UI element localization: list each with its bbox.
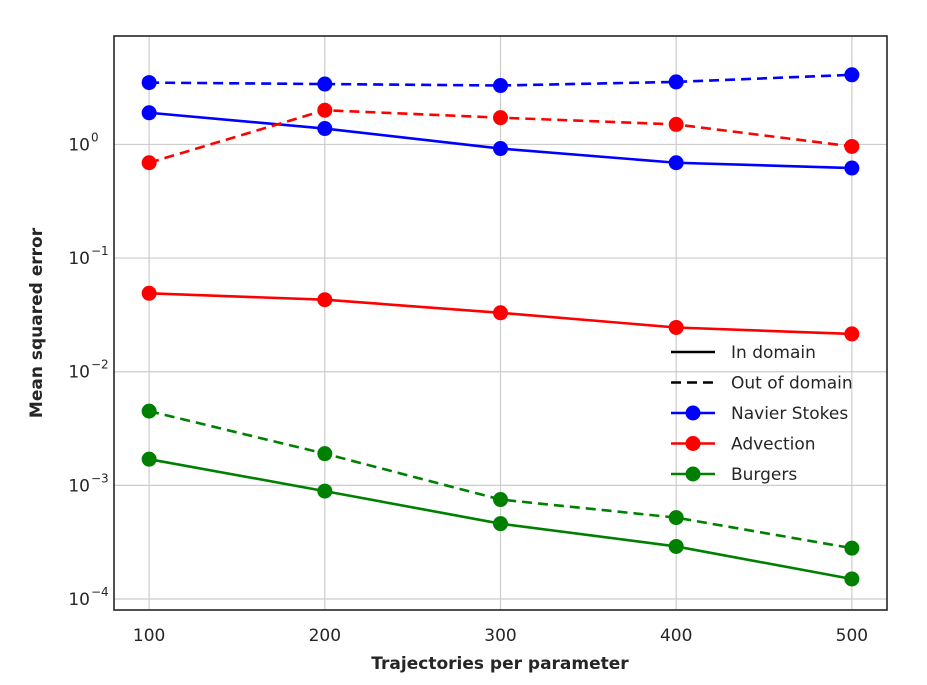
burgers-out-of-domain-point: [317, 446, 333, 462]
navier-stokes-in-domain-point: [317, 121, 333, 137]
advection-out-of-domain-point: [493, 110, 508, 126]
burgers-out-of-domain-point: [844, 540, 860, 556]
legend-burgers-marker: [685, 466, 701, 482]
legend: In domain Out of domain Navier Stokes Advec…: [671, 343, 853, 485]
navier-stokes-in-domain-point: [668, 155, 684, 171]
y-tick-label-base: 10: [68, 476, 90, 496]
legend-burgers-label: Burgers: [731, 465, 797, 485]
y-tick-label-base: 10: [68, 135, 90, 155]
burgers-out-of-domain-point: [668, 510, 684, 526]
advection-in-domain-point: [844, 326, 860, 342]
x-tick-label: 300: [484, 626, 516, 646]
navier-stokes-out-of-domain-point: [493, 78, 508, 94]
y-tick-label-exponent: −3: [91, 471, 109, 485]
navier-stokes-out-of-domain-line: [149, 73, 852, 87]
y-tick-label-exponent: −1: [91, 244, 109, 258]
navier-stokes-out-of-domain-point: [668, 74, 684, 90]
x-axis-label: Trajectories per parameter: [371, 654, 629, 674]
y-axis-label: Mean squared error: [27, 227, 47, 418]
burgers-out-of-domain-point: [493, 492, 508, 508]
legend-in-domain-label: In domain: [731, 343, 816, 363]
legend-out-of-domain-label: Out of domain: [731, 374, 853, 394]
legend-advection-label: Advection: [731, 435, 816, 455]
advection-in-domain-point: [668, 319, 684, 335]
y-tick-label-base: 10: [68, 249, 90, 269]
x-tick-label: 100: [133, 626, 165, 646]
y-tick-label-base: 10: [68, 590, 90, 610]
burgers-in-domain-point: [668, 538, 684, 554]
navier-stokes-in-domain-point: [844, 160, 860, 176]
y-tick-label-exponent: −4: [91, 585, 109, 599]
x-tick-label: 200: [309, 626, 341, 646]
advection-out-of-domain-point: [141, 155, 157, 171]
advection-out-of-domain-point: [844, 138, 860, 154]
legend-navier-stokes-marker: [685, 405, 701, 421]
burgers-out-of-domain-line: [148, 409, 853, 550]
legend-navier-stokes-label: Navier Stokes: [731, 404, 848, 424]
advection-in-domain-point: [141, 285, 157, 301]
advection-in-domain-point: [317, 292, 333, 308]
burgers-in-domain-point: [317, 483, 333, 499]
x-tick-label: 500: [836, 626, 868, 646]
navier-stokes-in-domain-point: [493, 141, 508, 157]
advection-out-of-domain-point: [317, 102, 333, 118]
navier-stokes-out-of-domain-point: [844, 67, 860, 83]
legend-advection-marker: [685, 436, 701, 451]
advection-out-of-domain-point: [668, 116, 684, 132]
burgers-in-domain-point: [844, 571, 860, 587]
burgers-out-of-domain-point: [141, 403, 157, 419]
y-tick-label-exponent: 0: [91, 130, 99, 144]
burgers-in-domain-point: [141, 451, 157, 467]
burgers-in-domain-point: [493, 516, 508, 532]
series-lines: [141, 67, 860, 587]
plot-frame: [113, 35, 888, 611]
navier-stokes-out-of-domain-point: [317, 76, 333, 92]
y-tick-label-base: 10: [68, 363, 90, 383]
navier-stokes-out-of-domain-point: [141, 75, 157, 91]
x-tick-label: 400: [660, 626, 692, 646]
advection-in-domain-point: [493, 305, 508, 321]
x-tick-labels: 100 200 300 400 500: [133, 626, 868, 646]
navier-stokes-in-domain-point: [141, 105, 157, 121]
y-tick-label-exponent: −2: [91, 358, 109, 372]
